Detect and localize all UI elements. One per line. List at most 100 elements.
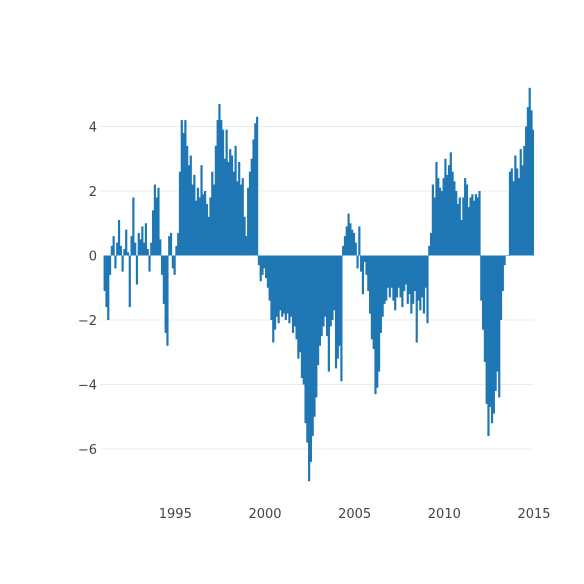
bar — [256, 116, 259, 256]
bar — [234, 145, 237, 256]
bar — [169, 232, 173, 256]
bar — [521, 165, 524, 256]
bar — [281, 255, 284, 317]
bar — [322, 255, 325, 327]
bar — [478, 191, 481, 256]
bar — [381, 255, 384, 317]
bar — [390, 255, 393, 288]
bar — [519, 149, 522, 256]
bar — [112, 236, 115, 256]
bar — [153, 184, 156, 256]
bar — [480, 255, 483, 301]
bar — [186, 145, 189, 256]
bar — [211, 171, 214, 256]
bar — [329, 255, 332, 327]
bar — [248, 171, 252, 256]
bar — [474, 194, 478, 256]
bar — [245, 236, 248, 256]
bar — [435, 161, 438, 256]
bar — [351, 229, 354, 256]
bar — [464, 178, 467, 256]
bar — [360, 255, 363, 272]
bar — [132, 197, 135, 256]
bar — [507, 255, 510, 256]
bar — [525, 126, 528, 256]
bar — [159, 239, 162, 256]
bar — [471, 194, 474, 256]
bar — [487, 255, 490, 437]
bar — [175, 245, 178, 256]
y-axis-ticks: 4 2 0 −2 −4 −6 — [78, 121, 97, 459]
bar — [388, 255, 391, 298]
bar — [148, 255, 151, 272]
bar — [349, 223, 352, 256]
bar — [417, 255, 420, 301]
bar — [223, 158, 226, 256]
bar — [490, 255, 494, 424]
bar — [485, 255, 488, 404]
bar — [108, 255, 112, 275]
bar — [415, 255, 418, 343]
bar — [377, 255, 381, 372]
bar — [193, 174, 196, 256]
bar — [295, 255, 298, 340]
bar — [327, 255, 330, 372]
bar — [342, 245, 345, 256]
bar — [379, 255, 382, 333]
bar — [164, 255, 167, 333]
bar — [227, 161, 230, 256]
bar — [277, 255, 280, 324]
bar — [272, 255, 275, 343]
bar — [139, 239, 142, 256]
bar — [510, 168, 513, 256]
bar — [369, 255, 372, 314]
bar — [499, 255, 503, 320]
bar — [160, 255, 164, 275]
bar — [268, 255, 271, 301]
bar — [309, 255, 313, 462]
bar — [526, 107, 530, 256]
bar — [532, 129, 534, 256]
bar — [205, 203, 209, 256]
bar — [134, 242, 137, 256]
bar — [275, 255, 278, 317]
bar — [299, 255, 302, 353]
bar — [180, 120, 183, 256]
bar — [367, 255, 370, 291]
y-tick-label: 2 — [89, 185, 97, 200]
bar — [207, 216, 210, 256]
bar — [412, 255, 415, 304]
x-tick-label: 2010 — [428, 507, 461, 522]
x-tick-label: 2005 — [338, 507, 371, 522]
bar — [313, 255, 316, 417]
bar — [523, 145, 526, 256]
bar — [293, 255, 296, 327]
bar — [225, 129, 228, 256]
bar — [437, 178, 440, 256]
bar — [116, 242, 119, 256]
bar — [250, 158, 253, 256]
bar — [361, 255, 365, 295]
bar — [300, 255, 304, 379]
bar — [236, 181, 239, 256]
bar — [528, 87, 531, 256]
bar — [386, 255, 390, 288]
bar — [320, 255, 323, 337]
bar — [196, 187, 200, 256]
bar — [481, 255, 485, 330]
bar — [238, 161, 241, 256]
bar — [157, 187, 160, 256]
bar — [121, 255, 124, 272]
bar — [123, 249, 126, 256]
bar — [198, 197, 201, 256]
bar — [290, 255, 293, 317]
bar — [218, 103, 221, 256]
bar — [297, 255, 300, 359]
bar — [352, 232, 356, 256]
bar — [498, 255, 501, 398]
bar — [358, 226, 361, 256]
bar — [422, 255, 426, 314]
bar — [171, 255, 174, 269]
bar — [442, 178, 445, 256]
bar — [456, 203, 460, 256]
